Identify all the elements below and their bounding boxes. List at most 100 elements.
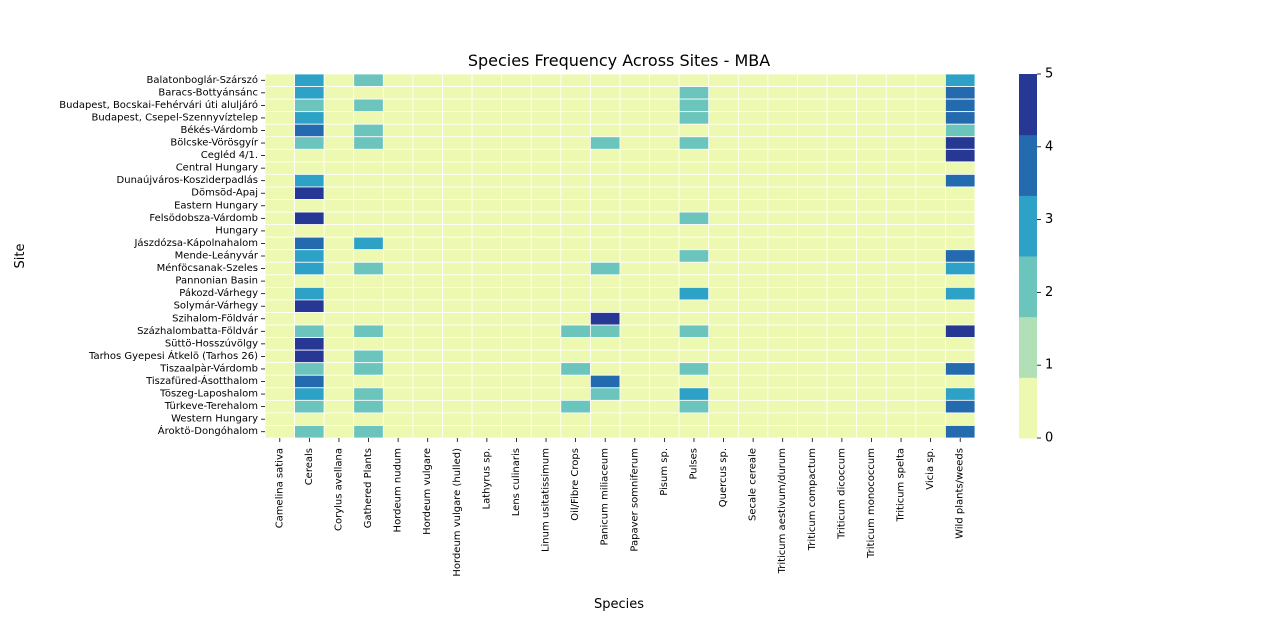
heatmap-cell	[501, 236, 532, 251]
heatmap-cell	[885, 374, 917, 389]
heatmap-cell	[471, 136, 503, 150]
heatmap-cell	[560, 412, 591, 426]
heatmap-cell	[915, 186, 946, 200]
y-tick-label: Central Hungary	[176, 163, 258, 174]
heatmap-cell	[264, 312, 295, 326]
heatmap-cell	[737, 274, 769, 288]
heatmap-cell	[797, 286, 828, 301]
heatmap-cell	[915, 98, 946, 113]
heatmap-cell	[826, 299, 858, 313]
heatmap-cell	[501, 399, 532, 414]
heatmap-cell	[708, 362, 739, 376]
heatmap-cell	[708, 299, 739, 313]
heatmap-cell	[649, 299, 680, 313]
heatmap-cell	[560, 337, 591, 351]
heatmap-cell	[856, 186, 887, 200]
colorbar-tick-label: 2	[1045, 285, 1053, 300]
heatmap-cell	[885, 425, 917, 439]
heatmap-cell	[856, 123, 887, 138]
heatmap-cell	[619, 111, 650, 125]
heatmap-cell	[708, 123, 739, 138]
heatmap-cell	[264, 274, 295, 288]
heatmap-cell	[471, 123, 503, 138]
heatmap-cell	[590, 374, 621, 389]
heatmap-cell	[471, 412, 503, 426]
heatmap-cell	[619, 387, 650, 401]
heatmap-cell	[619, 299, 650, 313]
heatmap-cell	[382, 374, 414, 389]
heatmap-cell	[708, 324, 739, 338]
heatmap-cell	[737, 236, 769, 251]
heatmap-cell	[560, 123, 591, 138]
heatmap-cell	[649, 425, 680, 439]
heatmap-cell	[915, 349, 946, 364]
heatmap-cell	[294, 299, 325, 313]
heatmap-cell	[471, 73, 503, 87]
x-tick-label: Papaver somniferum	[629, 448, 640, 552]
heatmap-cell	[708, 399, 739, 414]
heatmap-cell	[915, 249, 946, 263]
heatmap-cell	[945, 324, 976, 338]
heatmap-cell	[737, 261, 769, 276]
heatmap-cell	[442, 224, 473, 238]
heatmap-cell	[560, 349, 591, 364]
heatmap-cell	[708, 249, 739, 263]
x-tick-label: Secale cereale	[748, 448, 759, 521]
heatmap-cell	[856, 286, 887, 301]
colorbar-tick-label: 4	[1045, 139, 1053, 154]
heatmap-cell	[767, 161, 798, 175]
heatmap-cell	[530, 374, 562, 389]
heatmap-cell	[530, 123, 562, 138]
heatmap-cell	[501, 286, 532, 301]
heatmap-cell	[442, 174, 473, 188]
heatmap-cell	[649, 337, 680, 351]
heatmap-cell	[708, 211, 739, 226]
heatmap-cell	[826, 236, 858, 251]
heatmap-cell	[797, 86, 828, 100]
heatmap-cell	[590, 186, 621, 200]
heatmap-cell	[826, 286, 858, 301]
heatmap-cell	[294, 211, 325, 226]
y-tick-label: Tiszafüred-Ásotthalom	[145, 374, 258, 387]
heatmap-cell	[915, 299, 946, 313]
heatmap-cell	[678, 387, 710, 401]
heatmap-cell	[915, 337, 946, 351]
heatmap-cell	[797, 249, 828, 263]
heatmap-cell	[442, 86, 473, 100]
heatmap-cell	[412, 98, 443, 113]
heatmap-cell	[471, 224, 503, 238]
heatmap-cell	[294, 86, 325, 100]
heatmap-cell	[885, 111, 917, 125]
heatmap-cell	[856, 136, 887, 150]
heatmap-cell	[501, 123, 532, 138]
heatmap-cell	[619, 86, 650, 100]
heatmap-cell	[767, 136, 798, 150]
heatmap-cell	[708, 312, 739, 326]
heatmap-cell	[412, 73, 443, 87]
heatmap-cell	[885, 136, 917, 150]
heatmap-cell	[945, 261, 976, 276]
heatmap-cell	[264, 211, 295, 226]
heatmap-cell	[945, 249, 976, 263]
heatmap-cell	[945, 148, 976, 163]
heatmap-cell	[678, 324, 710, 338]
heatmap-cell	[530, 362, 562, 376]
heatmap-cell	[442, 374, 473, 389]
heatmap-cell	[915, 261, 946, 276]
heatmap-cell	[826, 412, 858, 426]
heatmap-cell	[353, 73, 384, 87]
heatmap-cell	[649, 412, 680, 426]
heatmap-cell	[353, 387, 384, 401]
heatmap-cell	[915, 174, 946, 188]
heatmap-cell	[471, 337, 503, 351]
heatmap-cell	[708, 186, 739, 200]
heatmap-cell	[471, 161, 503, 175]
heatmap-cell	[678, 98, 710, 113]
heatmap-cell	[767, 425, 798, 439]
heatmap-cell	[530, 236, 562, 251]
heatmap-cell	[560, 148, 591, 163]
heatmap-cell	[945, 174, 976, 188]
heatmap-cell	[471, 399, 503, 414]
heatmap-cell	[945, 412, 976, 426]
heatmap-cell	[590, 111, 621, 125]
